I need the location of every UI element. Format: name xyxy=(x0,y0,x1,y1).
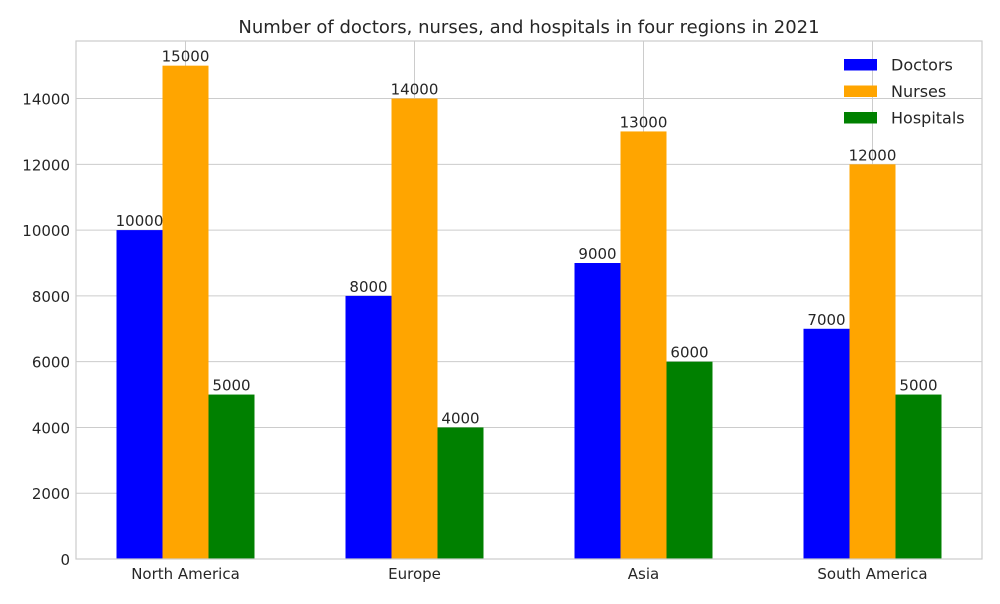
bar xyxy=(666,361,713,559)
bar xyxy=(345,295,392,559)
y-tick-label: 10000 xyxy=(22,222,70,240)
bar xyxy=(391,98,438,560)
bar-value-label: 5000 xyxy=(212,377,250,395)
bar xyxy=(895,394,942,559)
y-tick-label: 4000 xyxy=(32,419,70,437)
x-tick-label: South America xyxy=(817,565,927,583)
bar-value-label: 9000 xyxy=(578,245,616,263)
bar xyxy=(162,65,209,560)
y-tick-label: 8000 xyxy=(32,288,70,306)
x-tick-label: North America xyxy=(131,565,240,583)
bar-value-label: 15000 xyxy=(162,48,210,66)
y-tick-label: 14000 xyxy=(22,91,70,109)
legend: Doctors Nurses Hospitals xyxy=(844,56,965,128)
bar-value-label: 6000 xyxy=(670,344,708,362)
axes: 0 2000 4000 6000 8000 10000 12000 14000 North Am… xyxy=(22,40,983,583)
bar xyxy=(437,427,484,559)
bar-value-label: 8000 xyxy=(349,278,387,296)
bar xyxy=(208,394,255,559)
y-tick-label: 0 xyxy=(60,551,70,569)
bar-value-label: 13000 xyxy=(620,113,668,131)
bar xyxy=(574,263,621,559)
bar-value-label: 12000 xyxy=(849,146,897,164)
bar xyxy=(620,131,667,559)
data-labels: 10000 8000 9000 7000 15000 14000 13000 12000 500… xyxy=(116,48,938,428)
y-tick-label: 6000 xyxy=(32,354,70,372)
legend-swatch xyxy=(844,112,877,124)
bars xyxy=(116,65,942,560)
bar-value-label: 14000 xyxy=(391,81,439,99)
y-tick-label: 2000 xyxy=(32,485,70,503)
bar xyxy=(849,164,896,560)
legend-label: Hospitals xyxy=(891,109,965,128)
bar xyxy=(803,328,850,559)
chart-title: Number of doctors, nurses, and hospitals… xyxy=(238,17,819,38)
x-tick-label: Asia xyxy=(628,565,659,583)
bar xyxy=(116,230,163,559)
legend-swatch xyxy=(844,59,877,71)
bar-value-label: 5000 xyxy=(899,377,937,395)
legend-label: Nurses xyxy=(891,82,946,101)
legend-swatch xyxy=(844,85,877,97)
bar-value-label: 7000 xyxy=(807,311,845,329)
plot-frame xyxy=(75,40,983,560)
bar-value-label: 10000 xyxy=(116,212,164,230)
y-tick-label: 12000 xyxy=(22,156,70,174)
legend-label: Doctors xyxy=(891,56,953,75)
x-tick-label: Europe xyxy=(388,565,441,583)
bar-value-label: 4000 xyxy=(441,409,479,427)
